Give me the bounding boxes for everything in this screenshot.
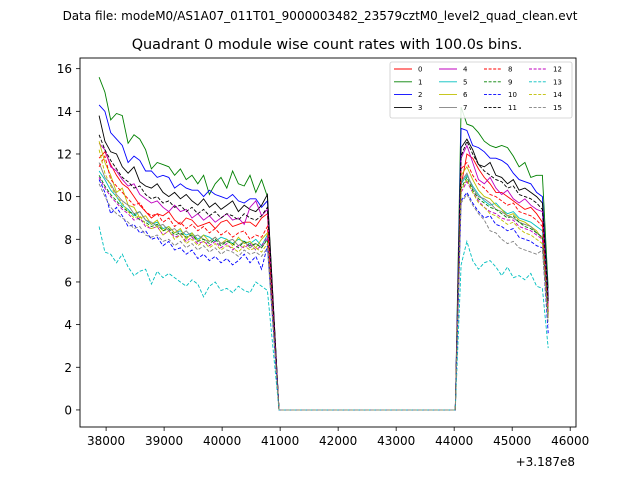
x-tick-label: 46000 [551,434,589,448]
legend-frame [389,61,573,119]
y-tick-label: 16 [57,62,72,76]
legend-label-0: 0 [418,66,422,74]
legend-label-1: 1 [418,78,422,86]
series-line-4 [98,142,549,411]
y-tick-label: 4 [64,318,72,332]
y-axis-ticks: 0 2 4 6 8 10 12 14 16 [57,62,80,417]
legend-label-4: 4 [463,66,468,74]
x-tick-label: 43000 [377,434,415,448]
y-tick-label: 6 [64,275,72,289]
series-line-7 [98,162,549,411]
x-tick-label: 40000 [203,434,241,448]
series-line-14 [98,149,549,411]
y-tick-label: 10 [57,190,72,204]
x-tick-label: 42000 [319,434,357,448]
legend-label-3: 3 [418,104,422,112]
series-line-13 [98,226,549,411]
figure-suptitle: Data file: modeM0/AS1A07_011T01_90000034… [63,9,578,23]
legend-label-8: 8 [508,66,512,74]
axes-frame [79,57,577,428]
series-line-11 [98,134,549,411]
y-tick-label: 14 [57,105,72,119]
legend-label-15: 15 [553,104,562,112]
y-tick-label: 8 [64,233,72,247]
series-line-9 [98,175,549,411]
series-line-6 [98,141,549,411]
x-tick-label: 45000 [493,434,531,448]
series-line-2 [98,104,549,411]
series-line-8 [98,154,549,411]
legend-label-5: 5 [463,78,467,86]
legend-label-10: 10 [508,91,517,99]
x-axis-offset-label: +3.187e8 [516,455,575,469]
legend-label-12: 12 [553,66,562,74]
x-tick-label: 44000 [435,434,473,448]
series-line-0 [98,150,549,411]
series-line-10 [98,179,549,411]
series-line-5 [98,170,549,411]
legend-label-14: 14 [553,91,562,99]
legend-label-13: 13 [553,78,562,86]
x-tick-label: 39000 [145,434,183,448]
y-tick-label: 12 [57,147,72,161]
x-axis-ticks: 38000 39000 40000 41000 42000 43000 44000 45000… [87,427,589,448]
legend-label-6: 6 [463,91,468,99]
y-tick-label: 0 [64,403,72,417]
series-line-3 [98,115,549,411]
legend-label-7: 7 [463,104,467,112]
legend-label-9: 9 [508,78,512,86]
chart-title: Quadrant 0 module wise count rates with … [132,37,523,53]
y-tick-label: 2 [64,361,72,375]
series-line-12 [98,177,549,411]
legend-label-11: 11 [508,104,517,112]
legend-label-2: 2 [418,91,422,99]
series-line-15 [98,183,549,411]
x-tick-label: 41000 [261,434,299,448]
x-tick-label: 38000 [87,434,125,448]
series-lines [98,77,549,411]
series-line-1 [98,77,549,411]
